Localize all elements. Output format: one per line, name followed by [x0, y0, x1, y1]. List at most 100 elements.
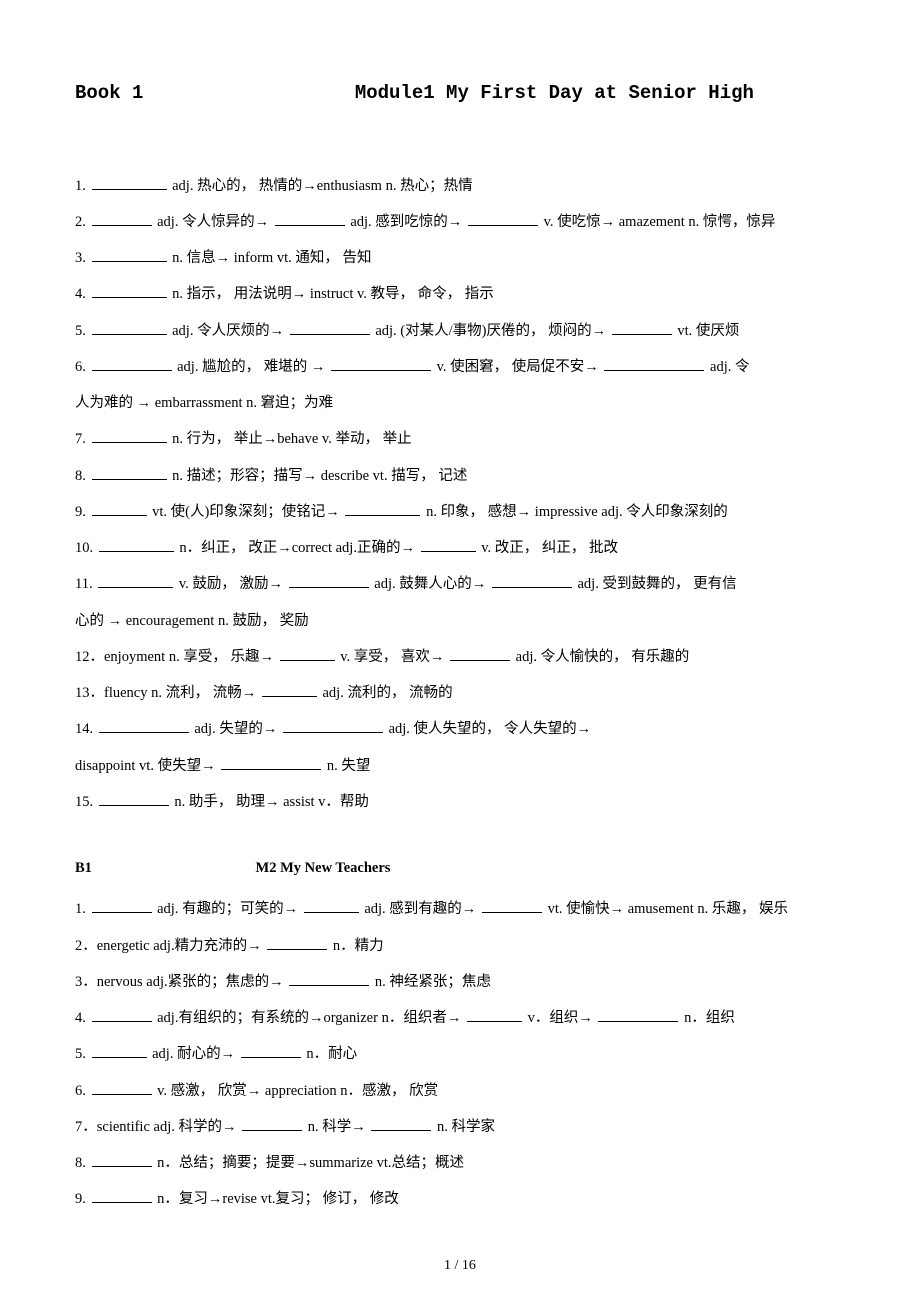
list-item: 2．energetic adj.精力充沛的→ n．精力 — [75, 928, 845, 964]
list-item: 15. n. 助手， 助理→ assist v．帮助 — [75, 784, 845, 820]
item-text: vt. 使厌烦 — [674, 323, 740, 339]
item-text: adj. 令人惊异的→ — [154, 214, 273, 230]
item-number: 7. — [75, 431, 90, 447]
fill-blank — [612, 319, 672, 335]
fill-blank — [92, 1006, 152, 1022]
list-item: 7．scientific adj. 科学的→ n. 科学→ n. 科学家 — [75, 1109, 845, 1145]
item-text: v. 感激， 欣赏→ appreciation n．感激， 欣赏 — [154, 1083, 439, 1099]
fill-blank — [262, 681, 317, 697]
item-text: adj. 失望的→ — [191, 721, 281, 737]
list-item: 14. adj. 失望的→ adj. 使人失望的， 令人失望的→ — [75, 711, 845, 747]
item-number: 5. — [75, 1046, 90, 1062]
item-text: n. 科学→ — [304, 1119, 369, 1135]
list-item: 13．fluency n. 流利， 流畅→ adj. 流利的， 流畅的 — [75, 675, 845, 711]
item-text: n. 行为， 举止→behave v. 举动， 举止 — [169, 431, 412, 447]
item-text: adj. 耐心的→ — [149, 1046, 239, 1062]
item-number: 9. — [75, 1191, 90, 1207]
item-text: adj. 热心的， 热情的→enthusiasm n. 热心；热情 — [169, 178, 473, 194]
item-number: 1. — [75, 178, 90, 194]
item-number: 3． — [75, 974, 97, 990]
item-text: disappoint vt. 使失望→ — [75, 758, 219, 774]
fill-blank — [598, 1006, 678, 1022]
item-text: n．组织 — [680, 1010, 734, 1026]
list-item: 1. adj. 热心的， 热情的→enthusiasm n. 热心；热情 — [75, 168, 845, 204]
fill-blank — [468, 210, 538, 226]
book-title: Book 1 — [75, 82, 143, 104]
item-text: n. 指示， 用法说明→ instruct v. 教导， 命令， 指示 — [169, 286, 494, 302]
list-item: 6. adj. 尴尬的， 难堪的 → v. 使困窘， 使局促不安→ adj. 令 — [75, 349, 845, 385]
fill-blank — [242, 1115, 302, 1131]
item-number: 6. — [75, 1083, 90, 1099]
item-number: 4. — [75, 1010, 90, 1026]
module2-list: 1. adj. 有趣的；可笑的→ adj. 感到有趣的→ vt. 使愉快→ am… — [75, 891, 845, 1217]
item-number: 15. — [75, 794, 97, 810]
fill-blank — [467, 1006, 522, 1022]
fill-blank — [92, 897, 152, 913]
item-text: adj. 令 — [706, 359, 749, 375]
item-text: v. 使困窘， 使局促不安→ — [433, 359, 602, 375]
section2-header: B1 M2 My New Teachers — [75, 850, 845, 886]
list-item: 6. v. 感激， 欣赏→ appreciation n．感激， 欣赏 — [75, 1073, 845, 1109]
fill-blank — [92, 1079, 152, 1095]
item-number: 2. — [75, 214, 90, 230]
fill-blank — [92, 500, 147, 516]
item-text: energetic adj.精力充沛的→ — [97, 938, 265, 954]
item-text: 人为难的 → embarrassment n. 窘迫；为难 — [75, 395, 333, 411]
item-text: adj. 尴尬的， 难堪的 → — [174, 359, 329, 375]
fill-blank — [99, 717, 189, 733]
item-text: n. 神经紧张；焦虑 — [371, 974, 491, 990]
fill-blank — [289, 572, 369, 588]
fill-blank — [450, 645, 510, 661]
fill-blank — [92, 1187, 152, 1203]
list-item: 8. n. 描述；形容；描写→ describe vt. 描写， 记述 — [75, 458, 845, 494]
item-text: v. 改正， 纠正， 批改 — [478, 540, 618, 556]
item-text: n．精力 — [329, 938, 383, 954]
item-text: n. 助手， 助理→ assist v．帮助 — [171, 794, 369, 810]
fill-blank — [221, 754, 321, 770]
item-text: v．组织→ — [524, 1010, 597, 1026]
list-item: 7. n. 行为， 举止→behave v. 举动， 举止 — [75, 421, 845, 457]
list-item: 5. adj. 令人厌烦的→ adj. (对某人/事物)厌倦的， 烦闷的→ vt… — [75, 313, 845, 349]
fill-blank — [92, 464, 167, 480]
item-text: adj.有组织的；有系统的→organizer n．组织者→ — [154, 1010, 465, 1026]
item-text: v. 鼓励， 激励→ — [175, 576, 286, 592]
item-text: adj. 使人失望的， 令人失望的→ — [385, 721, 591, 737]
fill-blank — [345, 500, 420, 516]
fill-blank — [99, 790, 169, 806]
item-text: adj. 有趣的；可笑的→ — [154, 901, 302, 917]
item-number: 8. — [75, 1155, 90, 1171]
item-text: fluency n. 流利， 流畅→ — [104, 685, 260, 701]
fill-blank — [92, 174, 167, 190]
fill-blank — [283, 717, 383, 733]
item-number: 9. — [75, 504, 90, 520]
item-text: 心的 → encouragement n. 鼓励， 奖励 — [75, 613, 309, 629]
fill-blank — [267, 934, 327, 950]
list-item: disappoint vt. 使失望→ n. 失望 — [75, 748, 845, 784]
item-text: n．耐心 — [303, 1046, 357, 1062]
item-text: adj. (对某人/事物)厌倦的， 烦闷的→ — [372, 323, 610, 339]
item-number: 14. — [75, 721, 97, 737]
item-number: 3. — [75, 250, 90, 266]
list-item: 9. vt. 使(人)印象深刻；使铭记→ n. 印象， 感想→ impressi… — [75, 494, 845, 530]
fill-blank — [92, 1042, 147, 1058]
fill-blank — [92, 427, 167, 443]
fill-blank — [92, 319, 167, 335]
item-number: 2． — [75, 938, 97, 954]
item-text: adj. 感到吃惊的→ — [347, 214, 466, 230]
fill-blank — [290, 319, 370, 335]
item-text: adj. 鼓舞人心的→ — [371, 576, 490, 592]
item-number: 5. — [75, 323, 90, 339]
fill-blank — [331, 355, 431, 371]
item-text: n. 描述；形容；描写→ describe vt. 描写， 记述 — [169, 468, 468, 484]
item-text: adj. 令人厌烦的→ — [169, 323, 288, 339]
item-text: n．纠正， 改正→correct adj.正确的→ — [176, 540, 419, 556]
list-item: 9. n．复习→revise vt.复习； 修订， 修改 — [75, 1181, 845, 1217]
list-item: 11. v. 鼓励， 激励→ adj. 鼓舞人心的→ adj. 受到鼓舞的， 更… — [75, 566, 845, 602]
fill-blank — [92, 282, 167, 298]
fill-blank — [92, 355, 172, 371]
item-text: adj. 流利的， 流畅的 — [319, 685, 453, 701]
item-text: scientific adj. 科学的→ — [97, 1119, 240, 1135]
list-item: 3．nervous adj.紧张的；焦虑的→ n. 神经紧张；焦虑 — [75, 964, 845, 1000]
fill-blank — [492, 572, 572, 588]
list-item: 1. adj. 有趣的；可笑的→ adj. 感到有趣的→ vt. 使愉快→ am… — [75, 891, 845, 927]
